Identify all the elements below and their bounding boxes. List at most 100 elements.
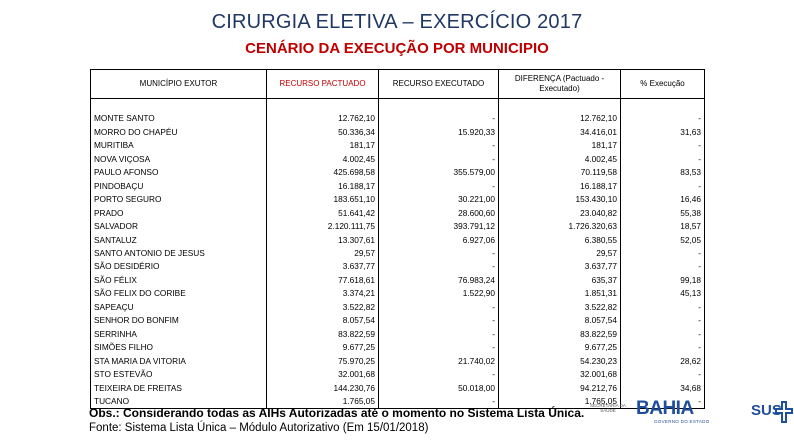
- cell-pactuado: 51.641,42: [266, 206, 379, 221]
- table-row: STO ESTEVÃO 32.001,68-32.001,68-: [90, 368, 705, 382]
- cell-executado: -: [378, 368, 499, 382]
- cell-pactuado: 50.336,34: [266, 125, 379, 140]
- cell-pactuado: 425.698,58: [266, 166, 379, 180]
- cell-percent: -: [620, 139, 705, 153]
- cell-percent: -: [620, 260, 705, 274]
- cell-diferenca: 83.822,59: [498, 327, 621, 342]
- cell-executado: 1.522,90: [378, 287, 499, 301]
- col-header-executado: RECURSO EXECUTADO: [378, 69, 499, 99]
- cell-pactuado: 181,17: [266, 139, 379, 153]
- col-header-municipio: MUNICÍPIO EXUTOR: [90, 69, 267, 99]
- cell-pactuado: 144.230,76: [266, 381, 379, 395]
- table-row: SIMÕES FILHO 9.677,25-9.677,25-: [90, 341, 705, 355]
- table-row: SÃO FÉLIX 77.618,61 76.983,24 635,37 99,18: [90, 273, 705, 288]
- cell-percent: -: [620, 246, 705, 261]
- cell-pactuado: 4.002,45: [266, 152, 379, 167]
- cell-percent: -: [620, 394, 705, 410]
- cell-percent: 18,57: [620, 220, 705, 234]
- cell-executado: 15.920,33: [378, 125, 499, 140]
- cell-executado: 50.018,00: [378, 381, 499, 395]
- table-row: SAPEAÇU 3.522,82-3.522,82-: [90, 300, 705, 315]
- cell-diferenca: 4.002,45: [498, 152, 621, 167]
- cell-percent: -: [620, 341, 705, 355]
- cell-pactuado: 2.120.111,75: [266, 220, 379, 234]
- cell-executado: -: [378, 179, 499, 194]
- cell-executado: 355.579,00: [378, 166, 499, 180]
- cell-municipio: SÃO DESIDÉRIO: [90, 260, 267, 274]
- cell-pactuado: 12.762,10: [266, 112, 379, 126]
- cell-percent: 28,62: [620, 354, 705, 369]
- cell-municipio: MURITIBA: [90, 139, 267, 153]
- cell-pactuado: 9.677,25: [266, 341, 379, 355]
- cell-executado: -: [378, 246, 499, 261]
- cell-percent: -: [620, 300, 705, 315]
- bahia-logo: BAHIA: [636, 398, 694, 419]
- cell-percent: 16,46: [620, 193, 705, 207]
- table-header-row: MUNICÍPIO EXUTOR RECURSO PACTUADO RECURS…: [90, 69, 705, 99]
- cell-pactuado: 13.307,61: [266, 233, 379, 247]
- cell-diferenca: 1.726.320,63: [498, 220, 621, 234]
- cell-executado: -: [378, 327, 499, 342]
- cell-municipio: SÃO FELIX DO CORIBE: [90, 287, 267, 301]
- cell-diferenca: 12.762,10: [498, 112, 621, 126]
- cell-executado: 30.221,00: [378, 193, 499, 207]
- cell-executado: -: [378, 112, 499, 126]
- cell-pactuado: 183.651,10: [266, 193, 379, 207]
- cross-icon: [775, 401, 793, 423]
- cell-municipio: MORRO DO CHAPÉU: [90, 125, 267, 140]
- cell-diferenca: 3.637,77: [498, 260, 621, 274]
- secretaria-logo: SECRETARIA DA SAÚDE: [590, 403, 626, 413]
- cell-percent: -: [620, 327, 705, 342]
- logos-bar: SECRETARIA DA SAÚDE BAHIA GOVERNO DO EST…: [588, 398, 794, 430]
- cell-pactuado: 75.970,25: [266, 354, 379, 369]
- cell-diferenca: 70.119,58: [498, 166, 621, 180]
- cell-executado: -: [378, 260, 499, 274]
- cell-municipio: MONTE SANTO: [90, 112, 267, 126]
- cell-municipio: SÃO FÉLIX: [90, 273, 267, 288]
- cell-municipio: PRADO: [90, 206, 267, 221]
- table-row: SANTO ANTONIO DE JESUS 29,57-29,57-: [90, 246, 705, 261]
- source-note: Fonte: Sistema Lista Única – Módulo Auto…: [89, 422, 429, 434]
- cell-pactuado: 16.188,17: [266, 179, 379, 194]
- table-row: TEIXEIRA DE FREITAS 144.230,76 50.018,00 94…: [90, 381, 705, 395]
- cell-municipio: SENHOR DO BONFIM: [90, 314, 267, 328]
- cell-municipio: PAULO AFONSO: [90, 166, 267, 180]
- cell-percent: -: [620, 368, 705, 382]
- cell-percent: 99,18: [620, 273, 705, 288]
- col-header-pactuado: RECURSO PACTUADO: [266, 69, 379, 99]
- cell-percent: 55,38: [620, 206, 705, 221]
- page-title: CIRURGIA ELETIVA – EXERCÍCIO 2017: [211, 11, 583, 33]
- cell-diferenca: 32.001,68: [498, 368, 621, 382]
- table-row: SERRINHA 83.822,59-83.822,59-: [90, 327, 705, 342]
- cell-percent: 31,63: [620, 125, 705, 140]
- cell-municipio: SAPEAÇU: [90, 300, 267, 315]
- page-subtitle: CENÁRIO DA EXECUÇÃO POR MUNICIPIO: [245, 40, 549, 57]
- cell-municipio: SANTALUZ: [90, 233, 267, 247]
- cell-percent: 83,53: [620, 166, 705, 180]
- bahia-subtitle: GOVERNO DO ESTADO: [654, 419, 710, 424]
- table-row: SENHOR DO BONFIM 8.057,54-8.057,54-: [90, 314, 705, 328]
- col-header-diferenca: DIFERENÇA (Pactuado - Executado): [498, 69, 621, 99]
- cell-diferenca: 8.057,54: [498, 314, 621, 328]
- cell-percent: 45,13: [620, 287, 705, 301]
- table-row: PINDOBAÇU 16.188,17-16.188,17-: [90, 179, 705, 194]
- table-row: STA MARIA DA VITORIA 75.970,25 21.740,02 54…: [90, 354, 705, 369]
- cell-executado: -: [378, 341, 499, 355]
- cell-municipio: NOVA VIÇOSA: [90, 152, 267, 167]
- table-row: PRADO 51.641,42 28.600,60 23.040,82 55,38: [90, 206, 705, 221]
- cell-diferenca: 635,37: [498, 273, 621, 288]
- cell-diferenca: 3.522,82: [498, 300, 621, 315]
- table-row: SÃO FELIX DO CORIBE 3.374,21 1.522,90 1.851…: [90, 287, 705, 301]
- cell-pactuado: 32.001,68: [266, 368, 379, 382]
- cell-executado: -: [378, 139, 499, 153]
- sus-logo: SUS: [751, 402, 782, 419]
- cell-diferenca: 23.040,82: [498, 206, 621, 221]
- cell-executado: -: [378, 300, 499, 315]
- cell-municipio: TEIXEIRA DE FREITAS: [90, 381, 267, 395]
- table-row: SÃO DESIDÉRIO 3.637,77-3.637,77-: [90, 260, 705, 274]
- cell-municipio: PINDOBAÇU: [90, 179, 267, 194]
- table-row: PAULO AFONSO 425.698,58 355.579,00 70.119,5…: [90, 166, 705, 180]
- table-row: SALVADOR 2.120.111,75 393.791,12 1.726.320,…: [90, 220, 705, 234]
- cell-diferenca: 16.188,17: [498, 179, 621, 194]
- cell-pactuado: 29,57: [266, 246, 379, 261]
